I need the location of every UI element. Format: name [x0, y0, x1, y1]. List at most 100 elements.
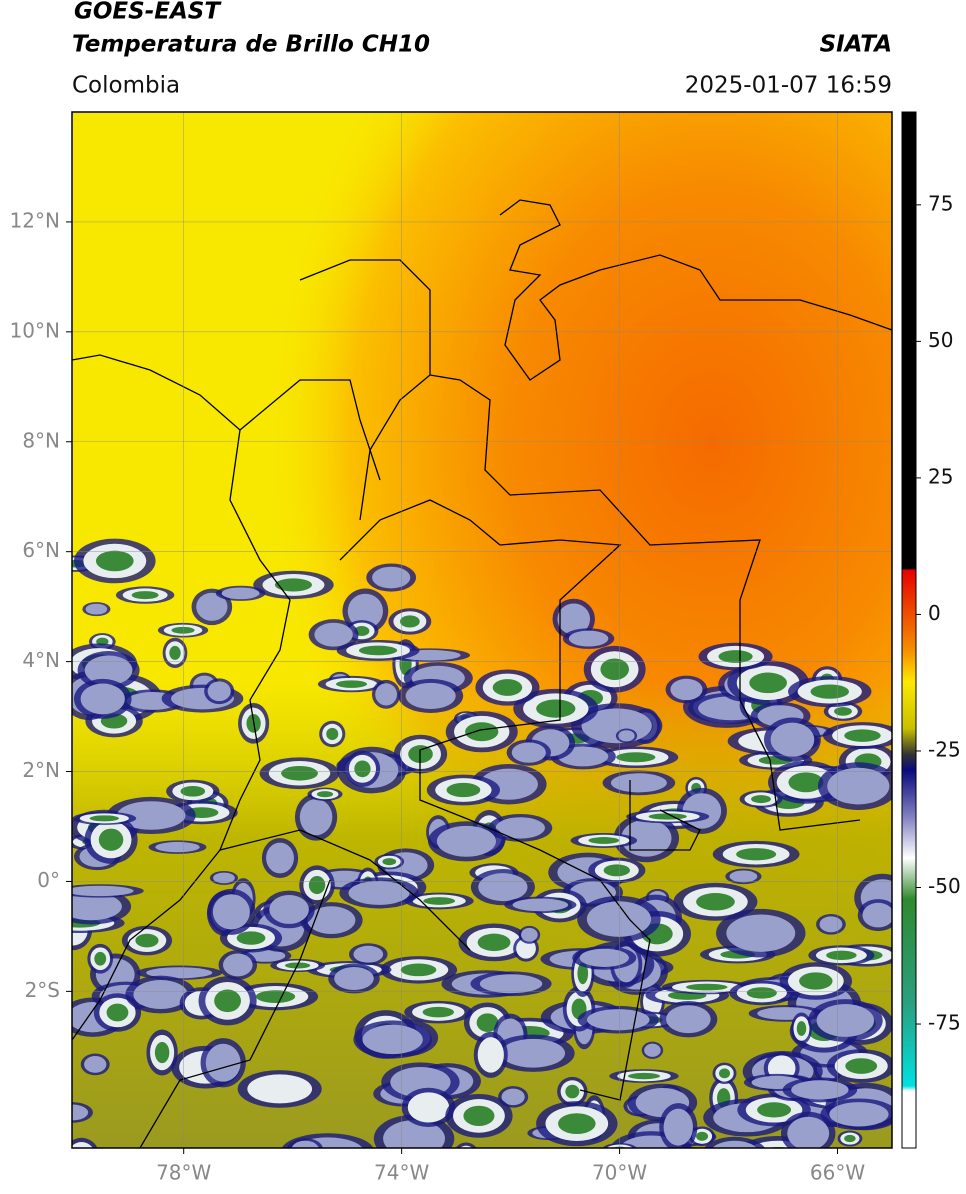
cloud-white [726, 914, 796, 952]
cloud-core [274, 578, 313, 592]
cloud-core [492, 679, 523, 696]
cloud-core [89, 815, 120, 822]
cloud-white [72, 892, 122, 921]
lat-tick-label: 2°N [22, 758, 60, 782]
cloud-core [399, 615, 420, 628]
lat-tick-label: 10°N [10, 318, 60, 342]
cloud-white [205, 1043, 241, 1082]
colorbar-tick-label: -50 [928, 874, 961, 898]
region-label: Colombia [72, 73, 180, 99]
cloud-core [826, 950, 857, 960]
cloud-white [80, 683, 125, 715]
cloud-core [423, 897, 456, 905]
cloud-core [131, 591, 159, 600]
cloud-white [459, 1145, 473, 1148]
cloud-core [577, 962, 589, 985]
cloud-white [155, 841, 200, 853]
cloud-core [799, 972, 833, 990]
cloud-white [787, 1116, 830, 1148]
cloud-white [557, 603, 591, 635]
cloud-white [816, 1004, 875, 1037]
cloud-layer [72, 538, 892, 1148]
cloud-core [616, 752, 656, 763]
cloud-white [223, 953, 253, 977]
cloud-white [568, 630, 609, 647]
cloud-core [834, 707, 852, 716]
cloud-core [171, 626, 195, 634]
cloud-core [180, 785, 206, 797]
cloud-core [316, 791, 334, 798]
cloud-white [407, 1092, 450, 1123]
cloud-core [308, 875, 326, 895]
colorbar-tick-label: 25 [928, 464, 953, 488]
cloud-core [382, 858, 397, 866]
cloud-white [479, 974, 543, 994]
cloud-core [326, 727, 339, 741]
cloud-white [521, 927, 538, 942]
cloud-white [512, 898, 569, 912]
lon-tick-label: 74°W [374, 1161, 429, 1185]
cloud-core [536, 699, 576, 718]
lat-tick-label: 2°S [25, 978, 60, 1002]
cloud-core [844, 1134, 856, 1143]
colorbar-tick-label: -75 [928, 1011, 961, 1035]
cloud-core [476, 1013, 499, 1032]
cloud-white [299, 798, 333, 836]
cloud-white [347, 593, 383, 629]
cloud-core [558, 1113, 596, 1135]
cloud-core [751, 795, 771, 804]
cloud-white [353, 945, 384, 963]
cloud-white [610, 773, 667, 793]
cloud-core [154, 1041, 170, 1064]
cloud-white [375, 683, 397, 706]
cloud-core [94, 951, 107, 966]
cloud-white [621, 819, 672, 857]
cloud-core [788, 772, 824, 793]
cloud-white [133, 980, 188, 1010]
cloud-white [84, 655, 133, 686]
colorbar-tick-label: 0 [928, 601, 941, 625]
cloud-core [336, 680, 368, 688]
cloud-core [565, 1084, 580, 1099]
cloud-white [586, 901, 652, 937]
cloud-white [586, 1009, 650, 1031]
cloud-core [810, 684, 850, 699]
colorbar [901, 111, 917, 1149]
cloud-white [146, 967, 213, 979]
cloud-white [85, 603, 108, 615]
cloud-white [829, 1102, 889, 1127]
map-frame [71, 111, 893, 1149]
cloud-white [383, 1120, 446, 1148]
cloud-white [477, 1037, 504, 1073]
cloud-core [718, 650, 753, 663]
cloud-core [255, 990, 296, 1003]
cloud-core [696, 893, 735, 911]
cloud-white [791, 1080, 849, 1100]
cloud-white [196, 592, 228, 621]
cloud-white [579, 948, 629, 967]
cloud-core [696, 1131, 709, 1141]
cloud-white [348, 880, 410, 905]
cloud-white [712, 1140, 757, 1148]
cloud-white [72, 1142, 93, 1148]
agency-title: SIATA [820, 32, 892, 58]
cloud-white [372, 566, 411, 589]
cloud-white [266, 842, 294, 874]
cloud-white [663, 1108, 693, 1146]
source-title: GOES-EAST [74, 0, 222, 25]
cloud-core [845, 1058, 878, 1074]
colorbar-tick-label: -25 [928, 737, 961, 761]
lat-tick-label: 4°N [22, 648, 60, 672]
cloud-core [169, 645, 181, 660]
datetime-label: 2025-01-07 16:59 [685, 73, 892, 99]
cloud-white [314, 622, 353, 647]
lon-tick-label: 66°W [810, 1161, 865, 1185]
lat-tick-label: 6°N [22, 538, 60, 562]
cloud-core [446, 782, 481, 798]
cloud-white [213, 872, 235, 884]
cloud-core [95, 550, 134, 572]
cloud-core [685, 983, 728, 991]
lon-tick-label: 78°W [156, 1161, 211, 1185]
cloud-core [214, 989, 241, 1013]
cloud-core [281, 765, 318, 781]
